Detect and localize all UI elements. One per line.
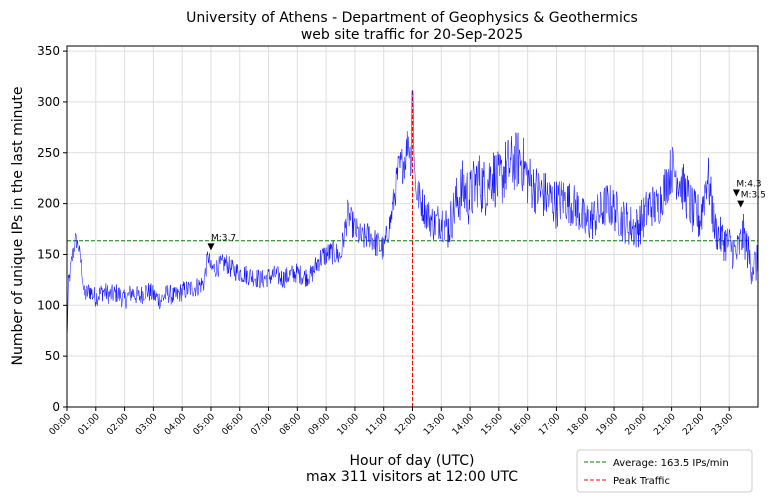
x-tick-label: 08:00 — [278, 412, 304, 438]
chart-subtitle: web site traffic for 20-Sep-2025 — [301, 27, 523, 43]
x-tick-label: 20:00 — [624, 412, 650, 438]
x-tick-label: 13:00 — [422, 412, 448, 438]
legend-average-label: Average: 163.5 IPs/min — [613, 458, 729, 469]
x-tick-label: 00:00 — [48, 412, 74, 438]
reference-lines — [67, 90, 758, 407]
traffic-line — [66, 90, 758, 343]
x-tick-label: 15:00 — [480, 412, 506, 438]
x-tick-label: 05:00 — [192, 412, 218, 438]
y-axis-label: Number of unique IPs in the last minute — [10, 87, 26, 366]
annotation-label: M:3.5 — [741, 191, 766, 201]
y-tick-label: 100 — [37, 298, 60, 312]
x-tick-label: 02:00 — [105, 412, 131, 438]
x-tick-label: 03:00 — [134, 412, 160, 438]
x-tick-label: 19:00 — [595, 412, 621, 438]
annotation-marker — [737, 200, 745, 208]
x-tick-label: 18:00 — [566, 412, 592, 438]
annotation-label: M:4.3 — [736, 179, 761, 189]
y-tick-label: 350 — [37, 44, 60, 58]
magnitude-annotations: M:3.7 M:4.3 M:3.5 — [207, 179, 766, 251]
legend: Average: 163.5 IPs/min Peak Traffic — [576, 449, 753, 493]
legend-box — [576, 449, 753, 493]
x-tick-label: 06:00 — [220, 412, 246, 438]
annotation-marker — [732, 189, 740, 197]
x-tick-label: 21:00 — [652, 412, 678, 438]
y-tick-label: 200 — [37, 197, 60, 211]
x-tick-label: 04:00 — [163, 412, 189, 438]
y-axis-ticks: 0 50 100 150 200 250 300 350 — [37, 44, 67, 414]
y-tick-label: 50 — [45, 349, 60, 363]
x-tick-label: 23:00 — [710, 412, 736, 438]
x-tick-label: 07:00 — [249, 412, 275, 438]
y-tick-label: 150 — [37, 247, 60, 261]
x-tick-label: 22:00 — [681, 412, 707, 438]
x-tick-label: 11:00 — [364, 412, 390, 438]
x-tick-label: 16:00 — [508, 412, 534, 438]
annotation-marker — [207, 243, 215, 251]
chart-title: University of Athens - Department of Geo… — [186, 10, 638, 26]
x-tick-label: 14:00 — [451, 412, 477, 438]
legend-peak-label: Peak Traffic — [613, 476, 670, 487]
x-axis-ticks: 00:00 01:00 02:00 03:00 04:00 05:00 06:00 07:00… — [48, 407, 736, 437]
x-tick-label: 10:00 — [336, 412, 362, 438]
y-tick-label: 0 — [52, 400, 60, 414]
x-tick-label: 12:00 — [393, 412, 419, 438]
x-axis-sublabel: max 311 visitors at 12:00 UTC — [306, 469, 518, 485]
y-tick-label: 300 — [37, 95, 60, 109]
x-axis-label: Hour of day (UTC) — [350, 453, 475, 469]
y-tick-label: 250 — [37, 146, 60, 160]
x-tick-label: 17:00 — [537, 412, 563, 438]
x-tick-label: 09:00 — [307, 412, 333, 438]
traffic-series — [66, 90, 758, 343]
x-tick-label: 01:00 — [77, 412, 103, 438]
grid — [66, 46, 758, 408]
annotation-label: M:3.7 — [211, 233, 236, 243]
